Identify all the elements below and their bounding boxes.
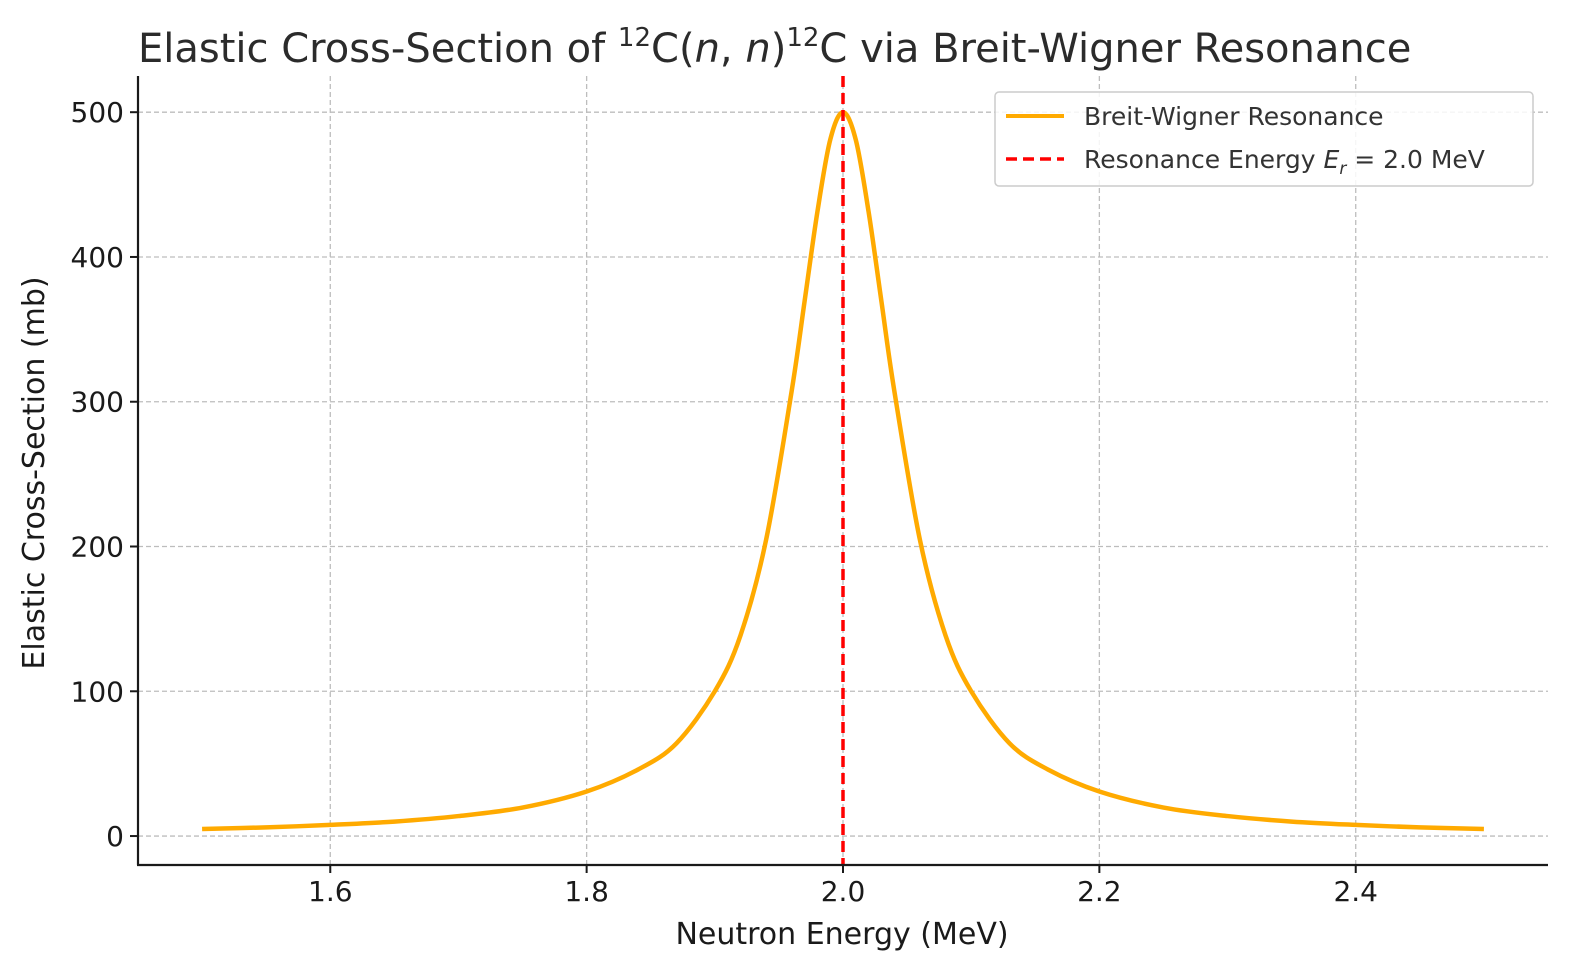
y-tick-label: 400 bbox=[71, 241, 124, 274]
y-tick-label: 100 bbox=[71, 675, 124, 708]
plot-series bbox=[202, 76, 1484, 865]
legend: Breit-Wigner Resonance Resonance Energy … bbox=[994, 91, 1534, 187]
y-tick-label: 500 bbox=[71, 96, 124, 129]
y-axis-label: Elastic Cross-Section (mb) bbox=[17, 276, 52, 669]
legend-label-breit-wigner: Breit-Wigner Resonance bbox=[1084, 102, 1384, 131]
legend-label-resonance-energy: Resonance Energy Er = 2.0 MeV bbox=[1084, 145, 1485, 179]
y-tick-label: 300 bbox=[71, 386, 124, 419]
y-tick-label: 200 bbox=[71, 531, 124, 564]
x-tick-label: 2.4 bbox=[1333, 875, 1378, 908]
y-axis-ticks: 0 100 200 300 400 500 bbox=[71, 96, 138, 853]
legend-box bbox=[994, 91, 1534, 187]
x-tick-label: 1.6 bbox=[308, 875, 353, 908]
x-tick-label: 2.2 bbox=[1077, 875, 1122, 908]
x-axis-ticks: 1.6 1.8 2.0 2.2 2.4 bbox=[308, 865, 1378, 908]
y-tick-label: 0 bbox=[106, 820, 124, 853]
chart-title: Elastic Cross-Section of 12C(n, n)12C vi… bbox=[138, 23, 1411, 72]
x-tick-label: 2.0 bbox=[821, 875, 866, 908]
x-axis-label: Neutron Energy (MeV) bbox=[675, 917, 1008, 952]
x-tick-label: 1.8 bbox=[564, 875, 609, 908]
